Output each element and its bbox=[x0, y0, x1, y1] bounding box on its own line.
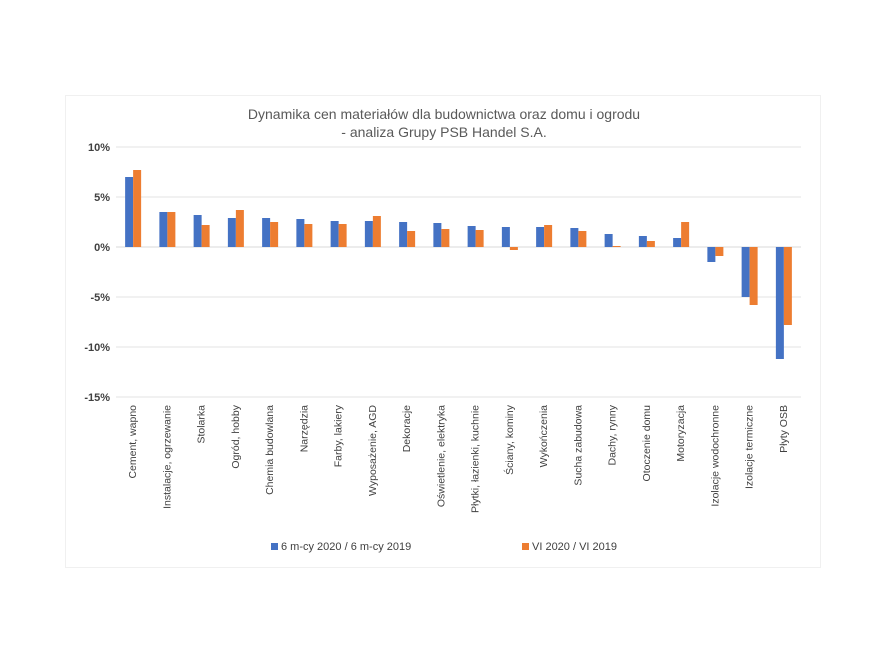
y-tick-label: -5% bbox=[90, 292, 110, 304]
chart-title: Dynamika cen materiałów dla budownictwa … bbox=[248, 106, 640, 122]
bar-series-2 bbox=[270, 222, 279, 247]
bar-series-2 bbox=[441, 229, 450, 247]
bar-series-1 bbox=[227, 218, 236, 247]
category-label: Płytki, łazienki, kuchnie bbox=[470, 405, 482, 513]
bar-series-2 bbox=[578, 231, 587, 247]
category-label: Wykończenia bbox=[538, 405, 550, 468]
y-tick-label: 0% bbox=[94, 242, 110, 254]
bar-series-1 bbox=[673, 238, 682, 247]
bar-series-2 bbox=[715, 247, 724, 256]
bar-series-2 bbox=[235, 210, 244, 247]
category-label: Sucha zabudowa bbox=[572, 405, 584, 486]
bar-series-1 bbox=[159, 212, 168, 247]
bar-series-2 bbox=[304, 224, 313, 247]
chart-frame: Dynamika cen materiałów dla budownictwa … bbox=[65, 95, 821, 568]
category-label: Cement, wapno bbox=[127, 405, 139, 479]
bar-series-1 bbox=[296, 219, 305, 247]
bar-series-2 bbox=[612, 246, 621, 247]
bar-series-1 bbox=[638, 236, 647, 247]
bar-series-2 bbox=[544, 225, 553, 247]
category-label: Farby, lakiery bbox=[333, 404, 345, 467]
bar-series-1 bbox=[193, 215, 202, 247]
bar-series-2 bbox=[372, 216, 381, 247]
bar-series-1 bbox=[741, 247, 750, 297]
bar-series-2 bbox=[749, 247, 758, 305]
category-label: Ściany, kominy bbox=[503, 404, 516, 475]
bar-series-1 bbox=[570, 228, 579, 247]
y-tick-label: 5% bbox=[94, 192, 110, 204]
bar-series-2 bbox=[407, 231, 416, 247]
bar-series-1 bbox=[330, 221, 339, 247]
category-label: Dachy, rynny bbox=[607, 404, 619, 465]
legend-label: 6 m-cy 2020 / 6 m-cy 2019 bbox=[281, 541, 411, 553]
chart-subtitle: - analiza Grupy PSB Handel S.A. bbox=[341, 124, 546, 140]
bar-series-2 bbox=[475, 230, 484, 247]
category-label: Oświetlenie, elektryka bbox=[435, 405, 447, 507]
bar-series-1 bbox=[604, 234, 613, 247]
category-label: Wyposażenie, AGD bbox=[367, 405, 379, 496]
category-label: Izolacje wodochronne bbox=[709, 405, 721, 507]
legend-swatch bbox=[522, 543, 529, 550]
bar-series-1 bbox=[707, 247, 716, 262]
category-label: Instalacje, ogrzewanie bbox=[161, 405, 173, 509]
category-label: Dekoracje bbox=[401, 405, 413, 452]
category-label: Motoryzacja bbox=[675, 405, 687, 462]
bar-series-1 bbox=[433, 223, 442, 247]
bar-series-1 bbox=[467, 226, 476, 247]
bar-series-1 bbox=[399, 222, 408, 247]
bar-series-2 bbox=[509, 247, 518, 250]
bar-series-2 bbox=[338, 224, 347, 247]
category-label: Narzędzia bbox=[298, 405, 310, 452]
category-labels: Cement, wapno Instalacje, ogrzewanie Stola… bbox=[127, 404, 790, 513]
bar-series-1 bbox=[536, 227, 545, 247]
y-tick-label: -15% bbox=[84, 392, 110, 404]
bar-series-2 bbox=[201, 225, 210, 247]
y-tick-label: 10% bbox=[88, 142, 110, 154]
category-label: Chemia budowlana bbox=[264, 405, 276, 495]
category-label: Izolacje termiczne bbox=[744, 405, 756, 489]
y-tick-label: -10% bbox=[84, 342, 110, 354]
legend-label: VI 2020 / VI 2019 bbox=[532, 541, 617, 553]
bar-series-2 bbox=[646, 241, 655, 247]
bar-series-1 bbox=[125, 177, 134, 247]
legend: 6 m-cy 2020 / 6 m-cy 2019 VI 2020 / VI 20… bbox=[271, 541, 617, 553]
bar-series-2 bbox=[783, 247, 792, 325]
category-label: Płyty OSB bbox=[778, 405, 790, 453]
bars bbox=[125, 170, 792, 359]
bar-series-2 bbox=[681, 222, 690, 247]
bar-series-2 bbox=[167, 212, 176, 247]
bar-series-1 bbox=[262, 218, 271, 247]
bar-series-2 bbox=[133, 170, 142, 247]
gridlines bbox=[116, 146, 801, 398]
category-label: Stolarka bbox=[196, 405, 208, 444]
y-axis-ticks: 10% 5% 0% -5% -10% -15% bbox=[84, 142, 110, 404]
legend-swatch bbox=[271, 543, 278, 550]
category-label: Otoczenie domu bbox=[641, 405, 653, 482]
category-label: Ogród, hobby bbox=[230, 404, 242, 468]
bar-series-1 bbox=[775, 247, 784, 359]
bar-series-1 bbox=[501, 227, 510, 247]
bar-series-1 bbox=[364, 221, 373, 247]
bar-chart: Dynamika cen materiałów dla budownictwa … bbox=[84, 106, 801, 553]
